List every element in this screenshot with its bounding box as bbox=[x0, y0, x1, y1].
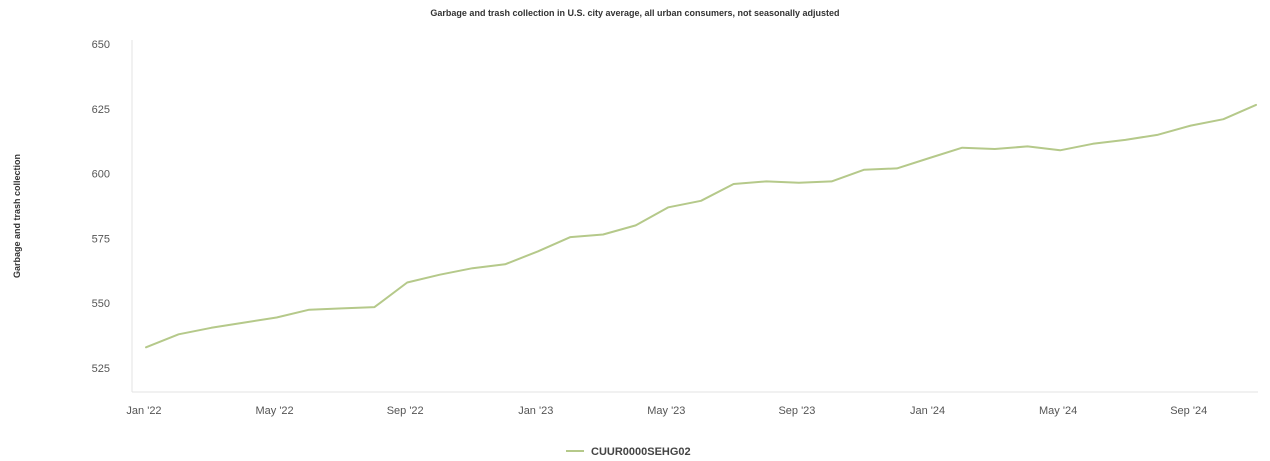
series-point[interactable] bbox=[404, 280, 410, 286]
series-point[interactable] bbox=[339, 305, 345, 311]
series-point[interactable] bbox=[927, 155, 933, 161]
series-layer bbox=[143, 102, 1259, 350]
series-point[interactable] bbox=[1057, 147, 1063, 153]
x-tick-label: May '23 bbox=[647, 405, 685, 417]
series-point[interactable] bbox=[1220, 116, 1226, 122]
series-point[interactable] bbox=[763, 178, 769, 184]
chart-title: Garbage and trash collection in U.S. cit… bbox=[430, 8, 839, 18]
series-point[interactable] bbox=[274, 315, 280, 321]
x-tick-label: May '22 bbox=[255, 405, 293, 417]
series-point[interactable] bbox=[633, 222, 639, 228]
series-point[interactable] bbox=[143, 344, 149, 350]
series-point[interactable] bbox=[437, 272, 443, 278]
series-point[interactable] bbox=[241, 320, 247, 326]
x-axis-ticks: Jan '22 May '22 Sep '22 Jan '23 May '23 Sep '… bbox=[126, 405, 1207, 417]
x-tick-label: Jan '22 bbox=[126, 405, 161, 417]
x-tick-label: May '24 bbox=[1039, 405, 1077, 417]
series-point[interactable] bbox=[372, 304, 378, 310]
series-point[interactable] bbox=[208, 325, 214, 331]
series-point[interactable] bbox=[502, 261, 508, 267]
series-point[interactable] bbox=[1025, 143, 1031, 149]
series-point[interactable] bbox=[829, 178, 835, 184]
y-tick-label: 600 bbox=[92, 169, 110, 181]
series-point[interactable] bbox=[731, 181, 737, 187]
y-axis-label: Garbage and trash collection bbox=[12, 154, 22, 278]
series-point[interactable] bbox=[1090, 141, 1096, 147]
series-line bbox=[145, 103, 1257, 349]
series-point[interactable] bbox=[535, 248, 541, 254]
series-point[interactable] bbox=[992, 146, 998, 152]
series-point[interactable] bbox=[600, 232, 606, 238]
series-point[interactable] bbox=[1188, 123, 1194, 129]
series-point[interactable] bbox=[861, 167, 867, 173]
x-tick-label: Sep '22 bbox=[387, 405, 424, 417]
series-point[interactable] bbox=[567, 234, 573, 240]
series-point[interactable] bbox=[306, 307, 312, 313]
y-tick-label: 650 bbox=[92, 39, 110, 51]
x-tick-label: Jan '24 bbox=[910, 405, 945, 417]
y-tick-label: 525 bbox=[92, 363, 110, 375]
y-tick-label: 575 bbox=[92, 233, 110, 245]
y-tick-label: 550 bbox=[92, 298, 110, 310]
legend-label: CUUR0000SEHG02 bbox=[591, 446, 691, 458]
legend[interactable]: CUUR0000SEHG02 bbox=[566, 446, 691, 458]
series-point[interactable] bbox=[1122, 137, 1128, 143]
series-point[interactable] bbox=[470, 265, 476, 271]
series-point[interactable] bbox=[176, 331, 182, 337]
y-tick-label: 625 bbox=[92, 104, 110, 116]
x-tick-label: Sep '24 bbox=[1170, 405, 1207, 417]
x-tick-label: Sep '23 bbox=[778, 405, 815, 417]
series-point[interactable] bbox=[796, 180, 802, 186]
series-point[interactable] bbox=[894, 165, 900, 171]
series-point[interactable] bbox=[698, 198, 704, 204]
series-point[interactable] bbox=[959, 145, 965, 151]
series-point[interactable] bbox=[665, 204, 671, 210]
series-point[interactable] bbox=[1253, 102, 1259, 108]
series-point[interactable] bbox=[1155, 132, 1161, 138]
y-axis-ticks: 650 625 600 575 550 525 bbox=[92, 39, 110, 375]
x-tick-label: Jan '23 bbox=[518, 405, 553, 417]
